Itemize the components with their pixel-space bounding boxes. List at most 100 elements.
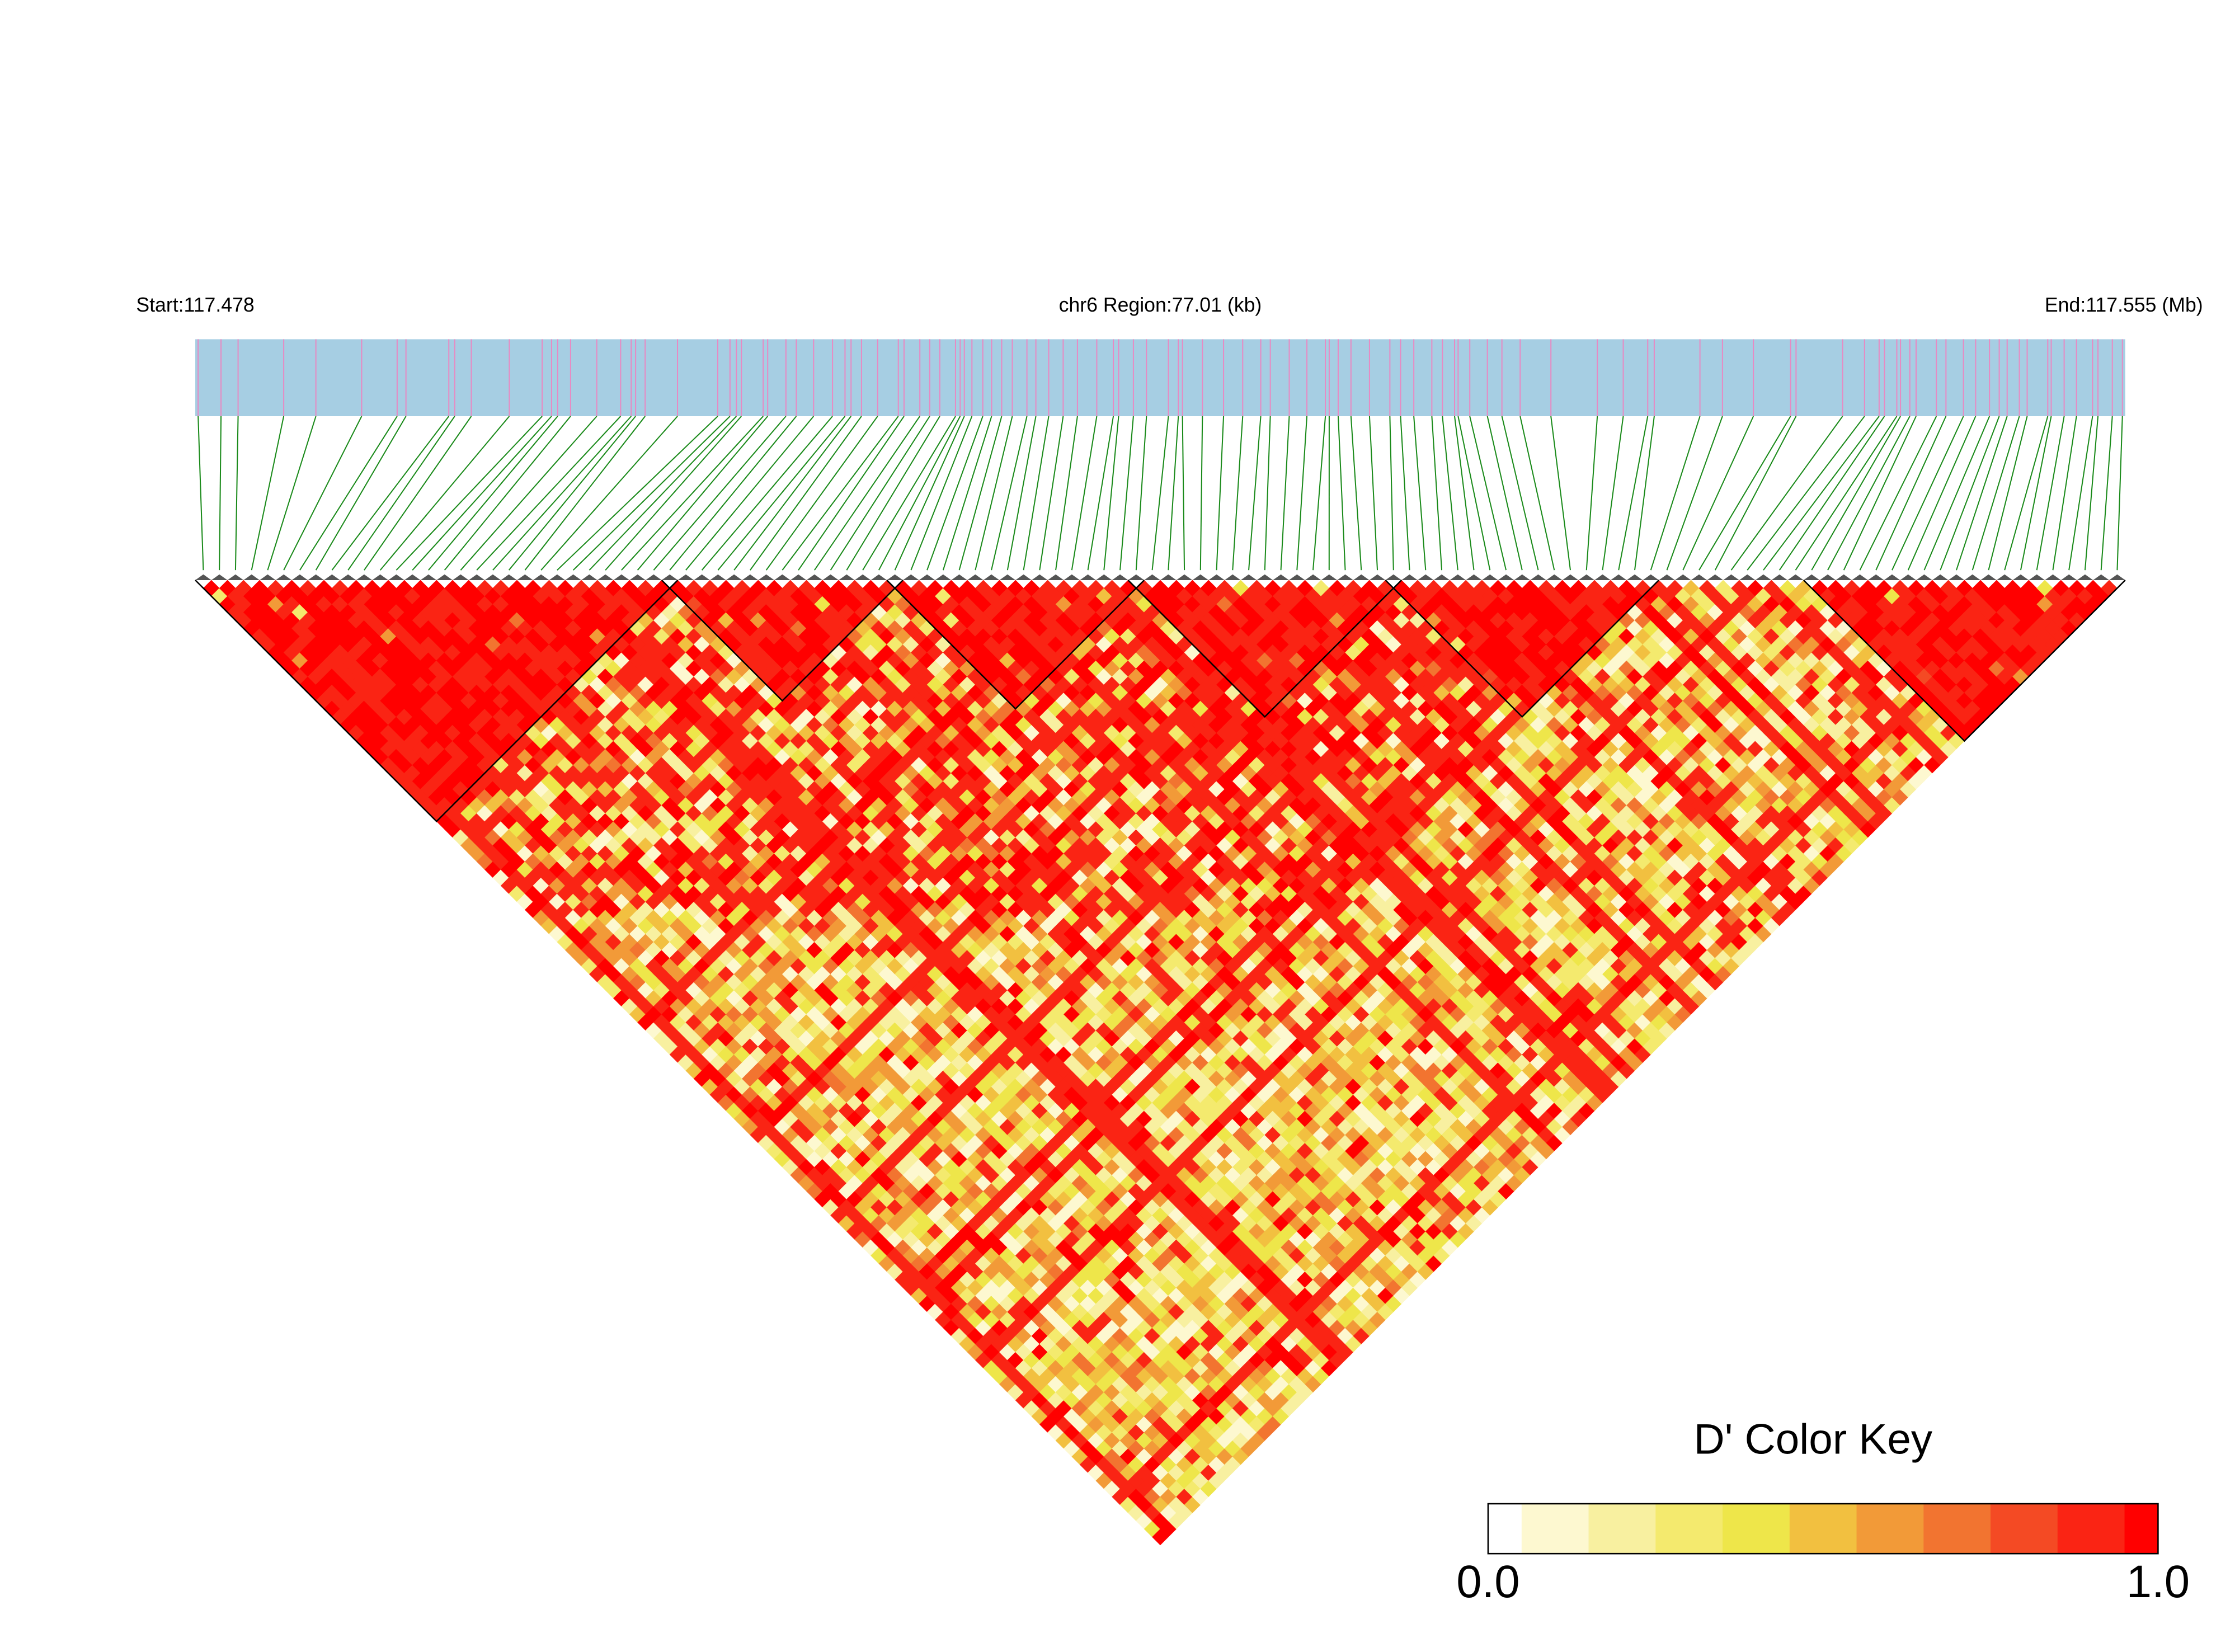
ld-cell xyxy=(790,749,807,765)
snp-connector xyxy=(975,416,1013,571)
ld-cell xyxy=(919,845,935,862)
snp-connector xyxy=(2036,416,2065,571)
ld-cell xyxy=(1288,1183,1306,1200)
snp-marker xyxy=(1948,574,1965,580)
ld-cell xyxy=(717,949,735,967)
ld-cell xyxy=(902,1263,920,1280)
ld-cell xyxy=(1200,901,1217,919)
ld-cell xyxy=(1088,821,1104,838)
snp-connector xyxy=(1859,416,1937,571)
ld-cell xyxy=(951,813,968,830)
ld-cell xyxy=(742,942,759,958)
snp-marker xyxy=(2093,574,2110,580)
ld-cell xyxy=(1168,1335,1185,1353)
ld-cell xyxy=(557,901,574,919)
ld-cell xyxy=(757,942,775,958)
ld-cell xyxy=(830,676,847,693)
ld-cell xyxy=(1007,821,1024,838)
ld-cell xyxy=(902,780,920,798)
ld-cell xyxy=(822,990,839,1007)
ld-cell xyxy=(1272,1183,1290,1200)
ld-cell xyxy=(1433,1247,1450,1264)
ld-cell xyxy=(661,942,678,958)
ld-cell xyxy=(1417,1215,1434,1232)
ld-cell xyxy=(1272,942,1290,958)
ld-cell xyxy=(1184,1271,1201,1288)
snp-connector xyxy=(717,416,846,571)
ld-cell xyxy=(1184,998,1201,1015)
region-label: chr6 Region:77.01 (kb) xyxy=(1059,294,1262,316)
ld-cell xyxy=(910,1271,928,1288)
snp-connector xyxy=(1431,416,1443,571)
ld-cell xyxy=(621,692,638,709)
ld-cell xyxy=(959,1127,976,1143)
snp-marker xyxy=(2060,574,2077,580)
snp-connector xyxy=(958,416,1003,571)
ld-cell xyxy=(1176,942,1193,958)
ld-cell xyxy=(902,1247,920,1264)
snp-connector xyxy=(1778,416,1885,571)
ld-cell xyxy=(886,942,904,958)
ld-cell xyxy=(1184,1255,1201,1272)
ld-cell xyxy=(1088,773,1104,790)
ld-cell xyxy=(798,789,815,806)
ld-cell xyxy=(1079,765,1097,782)
ld-cell xyxy=(436,765,453,782)
snp-marker xyxy=(1273,574,1289,580)
ld-cell xyxy=(822,1070,839,1087)
ld-cell xyxy=(1079,893,1097,910)
ld-cell xyxy=(902,716,920,733)
ld-cell xyxy=(1047,1102,1064,1119)
ld-cell xyxy=(838,973,855,991)
ld-cell xyxy=(669,821,686,838)
ld-cell xyxy=(822,861,839,878)
ld-cell xyxy=(902,604,920,621)
ld-cell xyxy=(1281,998,1297,1015)
ld-cell xyxy=(1288,1118,1306,1136)
ld-cell xyxy=(1257,1070,1273,1087)
ld-cell xyxy=(750,580,766,597)
ld-cell xyxy=(533,813,549,830)
ld-cell xyxy=(878,1175,895,1192)
ld-cell xyxy=(1288,893,1306,910)
ld-cell xyxy=(1176,1263,1193,1280)
ld-cell xyxy=(814,821,831,838)
ld-cell xyxy=(919,765,935,782)
snp-marker xyxy=(1401,574,1418,580)
ld-cell xyxy=(677,909,694,926)
ld-cell xyxy=(629,973,646,991)
ld-cell xyxy=(1168,1175,1185,1192)
ld-cell xyxy=(1272,909,1290,926)
ld-cell xyxy=(902,749,920,765)
snp-connector xyxy=(1501,416,1539,571)
ld-cell xyxy=(814,724,831,741)
ld-cell xyxy=(1257,861,1273,878)
ld-cell xyxy=(1329,966,1345,983)
ld-cell xyxy=(926,1110,944,1127)
ld-cell xyxy=(951,749,968,765)
ld-cell xyxy=(919,973,935,991)
start-label: Start:117.478 xyxy=(136,294,254,316)
ld-cell xyxy=(1192,909,1209,926)
ld-cell xyxy=(1272,1102,1290,1119)
ld-cell xyxy=(910,676,928,693)
ld-cell xyxy=(919,942,935,958)
ld-cell xyxy=(910,998,928,1015)
ld-cell xyxy=(967,909,984,926)
ld-cell xyxy=(1064,845,1080,862)
snp-marker xyxy=(1707,574,1724,580)
ld-cell xyxy=(1064,973,1080,991)
ld-cell xyxy=(902,684,920,701)
ld-cell xyxy=(1079,1263,1097,1280)
ld-cell xyxy=(1441,1110,1458,1127)
ld-cell xyxy=(509,724,525,741)
ld-cell xyxy=(951,716,968,733)
ld-cell xyxy=(1329,1175,1345,1192)
ld-cell xyxy=(790,973,807,991)
ld-cell xyxy=(1176,1247,1193,1264)
ld-cell xyxy=(1152,1528,1169,1546)
ld-cell xyxy=(581,813,598,830)
ld-cell xyxy=(814,676,831,693)
snp-marker xyxy=(308,574,324,580)
snp-marker xyxy=(790,574,807,580)
